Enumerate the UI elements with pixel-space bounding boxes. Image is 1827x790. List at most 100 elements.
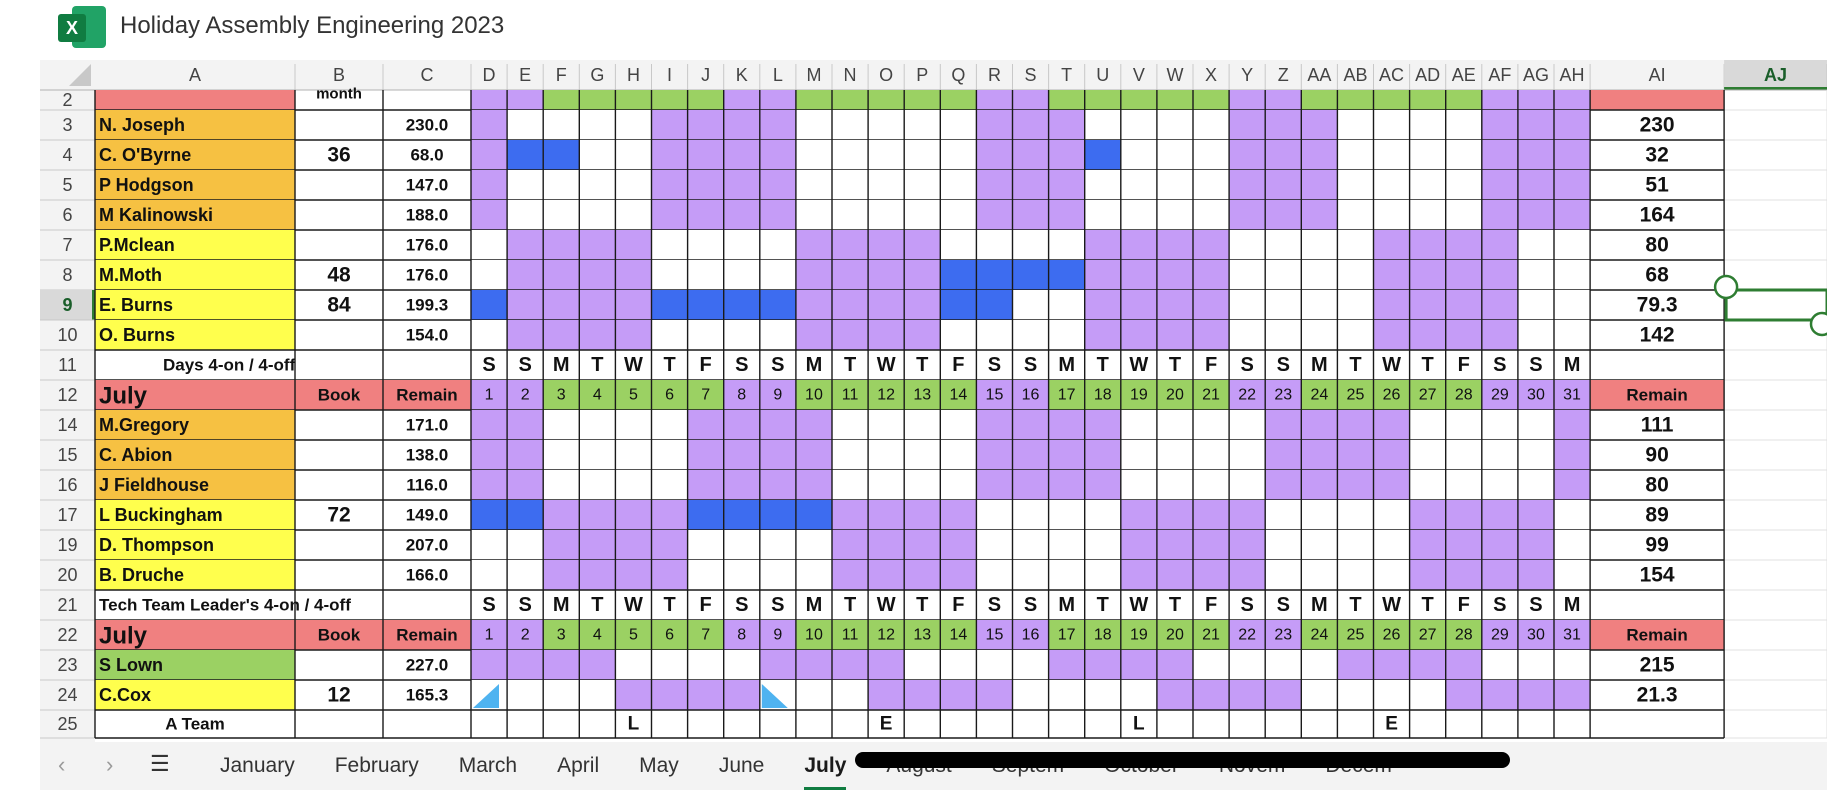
- day-header-cell[interactable]: [687, 620, 724, 650]
- day-cell[interactable]: [1554, 530, 1591, 560]
- day-cell[interactable]: [1120, 560, 1157, 590]
- day-cell[interactable]: [1120, 230, 1157, 260]
- day-cell[interactable]: [1265, 290, 1302, 320]
- total-remain-value[interactable]: 230: [1640, 114, 1675, 137]
- day-cell[interactable]: [1229, 260, 1266, 290]
- day-cell[interactable]: [1084, 470, 1121, 500]
- day-cell[interactable]: [615, 530, 652, 560]
- day-cell[interactable]: [1265, 110, 1302, 140]
- day-cell[interactable]: [1337, 320, 1374, 350]
- row-header-8[interactable]: 8: [62, 265, 72, 285]
- day-cell[interactable]: [579, 560, 616, 590]
- remain-value[interactable]: 176.0: [406, 236, 449, 255]
- day-cell[interactable]: [940, 500, 977, 530]
- day-cell[interactable]: [687, 140, 724, 170]
- day-cell[interactable]: [1301, 90, 1338, 110]
- day-cell[interactable]: [1048, 200, 1085, 230]
- day-cell[interactable]: [1193, 200, 1230, 230]
- day-cell[interactable]: [868, 110, 905, 140]
- day-header-cell[interactable]: [1554, 620, 1591, 650]
- day-cell[interactable]: [1481, 110, 1518, 140]
- column-header-L[interactable]: L: [773, 64, 797, 90]
- day-cell[interactable]: [868, 170, 905, 200]
- day-cell[interactable]: [1481, 90, 1518, 110]
- day-cell[interactable]: [1445, 530, 1482, 560]
- day-cell[interactable]: [1193, 500, 1230, 530]
- day-cell[interactable]: [543, 230, 580, 260]
- day-cell[interactable]: [1337, 170, 1374, 200]
- day-cell[interactable]: [579, 650, 616, 680]
- day-cell[interactable]: [1265, 500, 1302, 530]
- day-cell[interactable]: [832, 410, 869, 440]
- day-cell[interactable]: [1048, 170, 1085, 200]
- day-header-cell[interactable]: [1554, 380, 1591, 410]
- day-cell[interactable]: [759, 230, 796, 260]
- day-cell[interactable]: [1301, 500, 1338, 530]
- day-cell[interactable]: [543, 530, 580, 560]
- day-cell[interactable]: [904, 560, 941, 590]
- day-cell[interactable]: [1012, 200, 1049, 230]
- day-cell[interactable]: [904, 650, 941, 680]
- day-cell[interactable]: [1120, 200, 1157, 230]
- day-cell[interactable]: [1120, 290, 1157, 320]
- column-header-T[interactable]: T: [1061, 64, 1086, 90]
- day-cell[interactable]: [1409, 410, 1446, 440]
- row-header-15[interactable]: 15: [57, 445, 77, 465]
- day-cell[interactable]: [904, 680, 941, 710]
- day-cell[interactable]: [1265, 200, 1302, 230]
- day-cell[interactable]: [1229, 140, 1266, 170]
- day-cell[interactable]: [976, 140, 1013, 170]
- day-cell[interactable]: [543, 650, 580, 680]
- day-cell[interactable]: [579, 230, 616, 260]
- day-cell[interactable]: [795, 260, 832, 290]
- column-header-U[interactable]: U: [1096, 64, 1122, 90]
- day-cell[interactable]: [1265, 470, 1302, 500]
- day-cell[interactable]: [615, 320, 652, 350]
- total-remain-value[interactable]: 111: [1641, 414, 1674, 437]
- day-cell[interactable]: [1481, 170, 1518, 200]
- day-cell[interactable]: [1481, 500, 1518, 530]
- day-cell[interactable]: [1012, 170, 1049, 200]
- day-cell[interactable]: [651, 530, 688, 560]
- day-header-cell[interactable]: [1409, 620, 1446, 650]
- day-cell[interactable]: [471, 560, 508, 590]
- day-cell[interactable]: [1048, 110, 1085, 140]
- day-cell[interactable]: [1409, 500, 1446, 530]
- day-cell[interactable]: [507, 560, 544, 590]
- day-cell[interactable]: [723, 200, 760, 230]
- day-cell[interactable]: [579, 200, 616, 230]
- cell-selection-box[interactable]: [1724, 288, 1827, 322]
- sheet-tab-may[interactable]: May: [639, 754, 679, 777]
- day-cell[interactable]: [1481, 230, 1518, 260]
- day-cell[interactable]: [507, 680, 544, 710]
- total-remain-value[interactable]: 51: [1645, 174, 1669, 197]
- day-cell[interactable]: [1445, 440, 1482, 470]
- day-cell[interactable]: [1517, 680, 1554, 710]
- day-cell[interactable]: [904, 170, 941, 200]
- day-cell[interactable]: [795, 140, 832, 170]
- day-cell[interactable]: [579, 260, 616, 290]
- day-header-cell[interactable]: [1229, 380, 1266, 410]
- day-cell[interactable]: [507, 440, 544, 470]
- row-header-16[interactable]: 16: [57, 475, 77, 495]
- day-cell[interactable]: [1373, 200, 1410, 230]
- day-header-cell[interactable]: [1481, 620, 1518, 650]
- day-cell[interactable]: [1012, 410, 1049, 440]
- day-header-cell[interactable]: [1337, 620, 1374, 650]
- day-cell[interactable]: [1193, 470, 1230, 500]
- column-header-I[interactable]: I: [667, 64, 689, 90]
- day-cell[interactable]: [1517, 290, 1554, 320]
- day-cell[interactable]: [687, 440, 724, 470]
- day-cell[interactable]: [795, 230, 832, 260]
- column-header-G[interactable]: G: [590, 64, 616, 90]
- row-header-25[interactable]: 25: [57, 714, 77, 734]
- day-cell[interactable]: [832, 140, 869, 170]
- day-cell[interactable]: [687, 470, 724, 500]
- day-cell[interactable]: [976, 470, 1013, 500]
- remain-value[interactable]: 176.0: [406, 266, 449, 285]
- name-cell[interactable]: [95, 200, 295, 230]
- name-cell[interactable]: [95, 500, 295, 530]
- day-cell[interactable]: [976, 230, 1013, 260]
- total-remain-value[interactable]: 68: [1645, 264, 1669, 287]
- day-cell[interactable]: [1409, 650, 1446, 680]
